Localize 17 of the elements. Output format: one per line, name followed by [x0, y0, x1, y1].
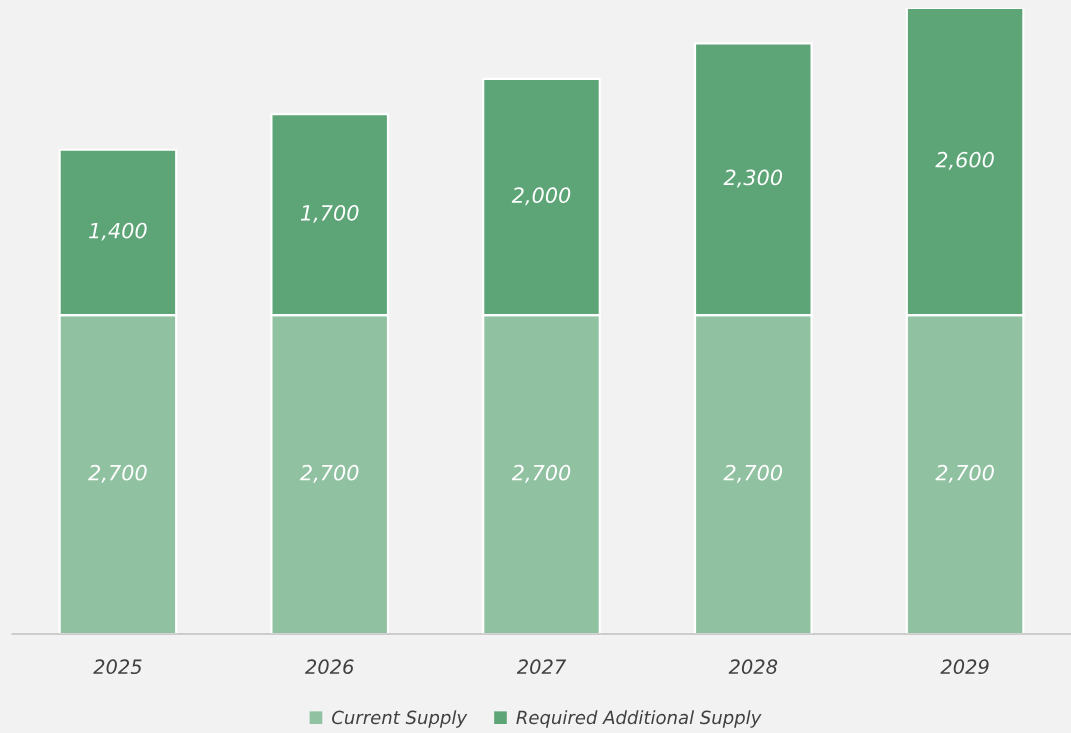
x-tick-label: 2025 [93, 659, 142, 675]
x-tick-label: 2026 [305, 659, 354, 675]
x-tick-label: 2029 [940, 659, 989, 675]
data-label: 2,700 [511, 464, 571, 483]
x-tick-label: 2027 [516, 659, 567, 675]
data-label: 2,600 [935, 151, 994, 170]
data-label: 2,700 [935, 464, 994, 483]
data-label: 1,700 [300, 204, 359, 223]
x-tick-label: 2028 [728, 659, 778, 675]
data-label: 1,400 [89, 222, 147, 241]
legend-label: Required Additional Supply [516, 710, 762, 728]
data-label: 2,300 [723, 169, 783, 188]
data-label: 2,700 [88, 464, 147, 483]
data-label: 2,700 [299, 464, 359, 483]
data-label: 2,700 [723, 464, 783, 483]
legend-label: Current Supply [332, 710, 468, 728]
data-label: 2,000 [511, 187, 571, 206]
